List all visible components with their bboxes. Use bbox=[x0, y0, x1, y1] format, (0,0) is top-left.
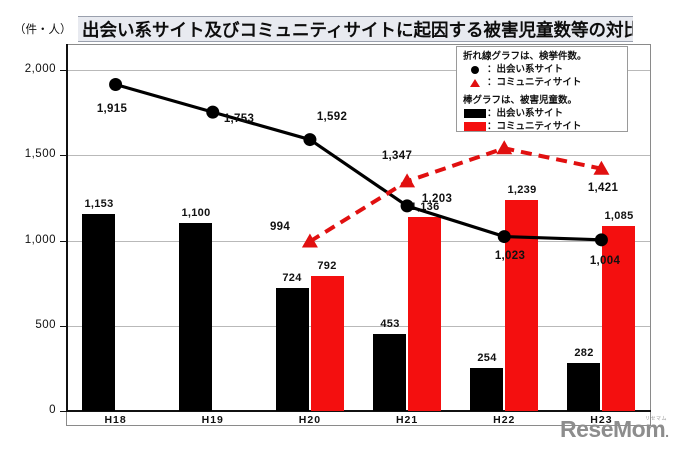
cut-off-text-sliver bbox=[18, 0, 478, 5]
line-value-label: 1,347 bbox=[381, 150, 413, 162]
bar bbox=[311, 276, 344, 411]
y-tick-label-text: 1,000 bbox=[24, 233, 56, 246]
y-tick-label-text: 0 bbox=[49, 404, 56, 416]
line-value-label: 1,203 bbox=[421, 193, 453, 205]
legend-item-label: ：出会い系サイト bbox=[487, 108, 564, 119]
bar bbox=[373, 334, 406, 411]
red-swatch-icon bbox=[463, 122, 487, 131]
line-value-label: 1,004 bbox=[589, 255, 621, 267]
bar-value-label: 1,100 bbox=[181, 207, 211, 219]
triangle-marker-icon bbox=[463, 78, 487, 87]
gridline bbox=[67, 241, 650, 242]
x-axis-line bbox=[66, 410, 651, 412]
y-tick-label: 500 bbox=[0, 319, 56, 333]
y-axis-tick bbox=[60, 241, 67, 242]
line-value-label: 994 bbox=[269, 221, 291, 233]
bar bbox=[408, 217, 441, 411]
legend-item-bar-deai: ：出会い系サイト bbox=[463, 107, 621, 120]
x-tick-label: H23 bbox=[590, 414, 613, 426]
x-tick-label: H21 bbox=[395, 414, 419, 426]
bar-value-label: 453 bbox=[380, 318, 400, 330]
line-value-label: 1,421 bbox=[587, 182, 619, 194]
legend-bar-heading: 棒グラフは、被害児童数。 bbox=[463, 95, 578, 106]
legend-item-line-community: ：コミュニティサイト bbox=[463, 76, 621, 89]
bar bbox=[602, 226, 635, 411]
line-value-label: 1,592 bbox=[316, 111, 348, 123]
bar-value-label: 282 bbox=[574, 347, 594, 359]
watermark-dot: . bbox=[665, 424, 669, 440]
x-tick-label: H20 bbox=[298, 414, 322, 426]
y-tick-label-text: 1,500 bbox=[24, 148, 56, 161]
bar bbox=[505, 200, 538, 411]
bar-value-label: 1,153 bbox=[84, 198, 114, 210]
y-axis-tick bbox=[60, 411, 67, 412]
bar-value-label: 254 bbox=[477, 352, 497, 364]
watermark-text: ReseMom bbox=[560, 416, 666, 442]
y-tick-label: 2,000 bbox=[0, 63, 56, 77]
gridline bbox=[67, 326, 650, 327]
y-tick-label: 0 bbox=[0, 404, 56, 418]
y-axis-tick bbox=[60, 70, 67, 71]
line-value-label: 1,915 bbox=[96, 103, 128, 115]
y-axis-tick bbox=[60, 326, 67, 327]
circle-marker-icon bbox=[463, 65, 487, 74]
y-axis-line bbox=[66, 44, 68, 412]
line-value-label: 1,753 bbox=[223, 113, 255, 125]
y-tick-label-text: 2,000 bbox=[24, 63, 56, 75]
gridline bbox=[67, 155, 650, 156]
black-swatch-icon bbox=[463, 109, 487, 118]
y-axis-unit-label: （件・人） bbox=[14, 24, 72, 36]
x-tick-label: H18 bbox=[104, 414, 127, 426]
legend-item-label: ：コミュニティサイト bbox=[487, 121, 582, 132]
bar-value-label: 724 bbox=[282, 272, 302, 284]
bar bbox=[567, 363, 600, 411]
bar bbox=[470, 368, 503, 411]
x-tick-label: H22 bbox=[493, 414, 516, 426]
gridline bbox=[67, 70, 650, 71]
bar bbox=[179, 223, 212, 411]
bar-value-label: 1,085 bbox=[604, 210, 634, 222]
y-tick-label: 1,000 bbox=[0, 234, 56, 248]
legend-line-heading: 折れ線グラフは、検挙件数。 bbox=[463, 51, 587, 62]
x-tick-label: H19 bbox=[201, 414, 224, 426]
bar bbox=[276, 288, 309, 411]
legend-item-bar-community: ：コミュニティサイト bbox=[463, 120, 621, 133]
legend-item-label: ：コミュニティサイト bbox=[487, 77, 582, 88]
bar-value-label: 1,239 bbox=[507, 184, 537, 196]
chart-title: 出会い系サイト及びコミュニティサイトに起因する被害児童数等の対比 bbox=[78, 16, 633, 42]
legend-item-line-deai: ：出会い系サイト bbox=[463, 63, 621, 76]
y-tick-label-text: 500 bbox=[35, 318, 56, 331]
y-axis-tick bbox=[60, 155, 67, 156]
y-tick-label: 1,500 bbox=[0, 148, 56, 162]
legend-item-label: ：出会い系サイト bbox=[487, 64, 564, 75]
bar bbox=[82, 214, 115, 411]
bar-value-label: 792 bbox=[317, 260, 337, 272]
watermark-subtext: リセマム bbox=[645, 416, 668, 422]
chart-legend: 折れ線グラフは、検挙件数。 ：出会い系サイト ：コミュニティサイト 棒グラフは、… bbox=[456, 46, 628, 132]
resemom-watermark: ReseMom. bbox=[560, 416, 669, 443]
line-value-label: 1,023 bbox=[494, 250, 526, 262]
